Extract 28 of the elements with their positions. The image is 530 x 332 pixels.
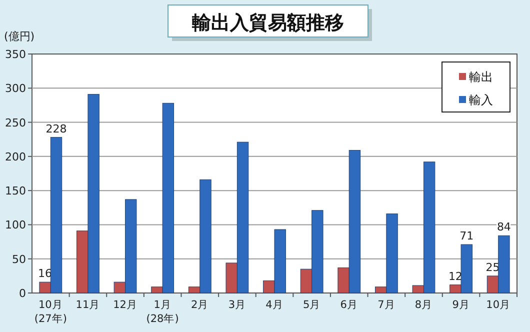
x-tick-label: 4月 — [266, 299, 284, 311]
x-tick-label: 9月 — [452, 299, 470, 311]
y-tick-label: 150 — [5, 184, 26, 198]
y-tick-label: 200 — [5, 150, 26, 164]
x-tick-label: 5月 — [302, 299, 321, 311]
x-tick-label: 1月 (28年) — [146, 299, 179, 325]
y-tick-label: 0 — [19, 287, 26, 300]
legend-label: 輸入 — [469, 93, 493, 107]
y-axis-title: (億円) — [4, 30, 35, 43]
data-label: 228 — [46, 122, 67, 136]
x-tick-label: 7月 — [378, 299, 396, 311]
x-tick-label: 12月 — [113, 299, 138, 311]
data-label: 71 — [460, 230, 474, 243]
y-tick-label: 50 — [12, 252, 26, 266]
data-label: 84 — [496, 220, 511, 234]
x-tick-label: 3月 — [228, 299, 246, 311]
y-tick-label: 100 — [5, 218, 26, 232]
x-tick-label: 11月 — [76, 299, 100, 311]
y-tick-label: 300 — [5, 82, 26, 96]
x-tick-label: 8月 — [414, 299, 433, 311]
x-tick-label: 2月 — [191, 299, 209, 311]
x-tick-label: 10月 (27年) — [34, 299, 67, 325]
chart-title: 輸出入貿易額推移 — [191, 12, 344, 34]
legend-label: 輸出 — [469, 70, 493, 84]
x-tick-label: 10月 — [486, 299, 511, 311]
y-tick-label: 350 — [5, 48, 26, 61]
y-tick-label: 250 — [5, 116, 26, 130]
x-tick-label: 6月 — [340, 299, 358, 311]
